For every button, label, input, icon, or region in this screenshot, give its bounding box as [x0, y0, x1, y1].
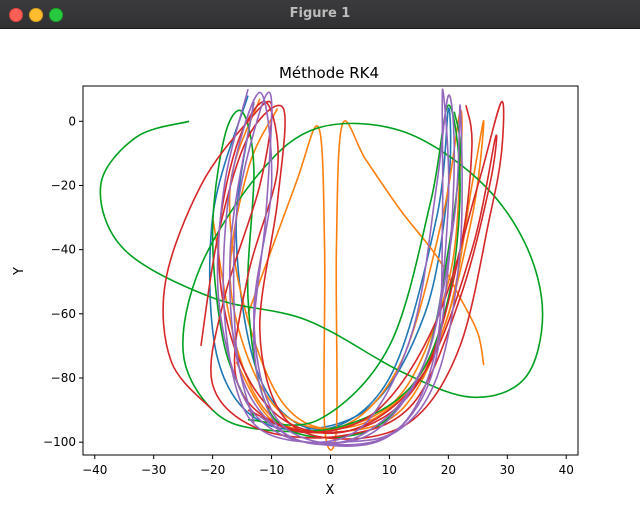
x-axis-ticks: −40 −30 −20 −10 0 10 20 30 40: [82, 455, 574, 477]
y-tick-label: −100: [43, 435, 76, 449]
trajectory-line-6: [211, 109, 461, 439]
x-tick-label: −10: [259, 463, 284, 477]
y-axis-ticks: −100 −80 −60 −40 −20 0: [43, 114, 83, 449]
x-tick-label: 10: [382, 463, 397, 477]
y-tick-label: −60: [51, 307, 76, 321]
x-tick-label: −20: [200, 463, 225, 477]
y-tick-label: −40: [51, 243, 76, 257]
figure-canvas: Méthode RK4 −40 −30 −20 −10 0 10 20 30 40 −100 −8…: [0, 29, 640, 511]
x-tick-label: 20: [441, 463, 456, 477]
chart-title: Méthode RK4: [279, 64, 379, 82]
x-tick-label: −40: [82, 463, 107, 477]
window-titlebar: Figure 1: [0, 0, 640, 29]
y-tick-label: 0: [68, 114, 76, 128]
window-title: Figure 1: [289, 6, 351, 21]
y-tick-label: −80: [51, 371, 76, 385]
close-window-button[interactable]: [9, 8, 23, 22]
trajectory-line-5: [99, 104, 544, 433]
x-axis-label: X: [326, 483, 335, 498]
x-tick-label: 40: [559, 463, 574, 477]
x-tick-label: −30: [141, 463, 166, 477]
maximize-window-button[interactable]: [49, 8, 63, 22]
x-tick-label: 0: [327, 463, 335, 477]
x-tick-label: 30: [500, 463, 515, 477]
trajectory-line-1: [208, 95, 452, 431]
y-axis-label: Y: [12, 267, 27, 276]
y-tick-label: −20: [51, 178, 76, 192]
minimize-window-button[interactable]: [29, 8, 43, 22]
plot-frame: [82, 85, 579, 456]
trajectory-line-10: [232, 91, 456, 447]
plot-area: [99, 88, 544, 451]
chart-svg: Méthode RK4 −40 −30 −20 −10 0 10 20 30 40 −100−8…: [12, 64, 579, 498]
